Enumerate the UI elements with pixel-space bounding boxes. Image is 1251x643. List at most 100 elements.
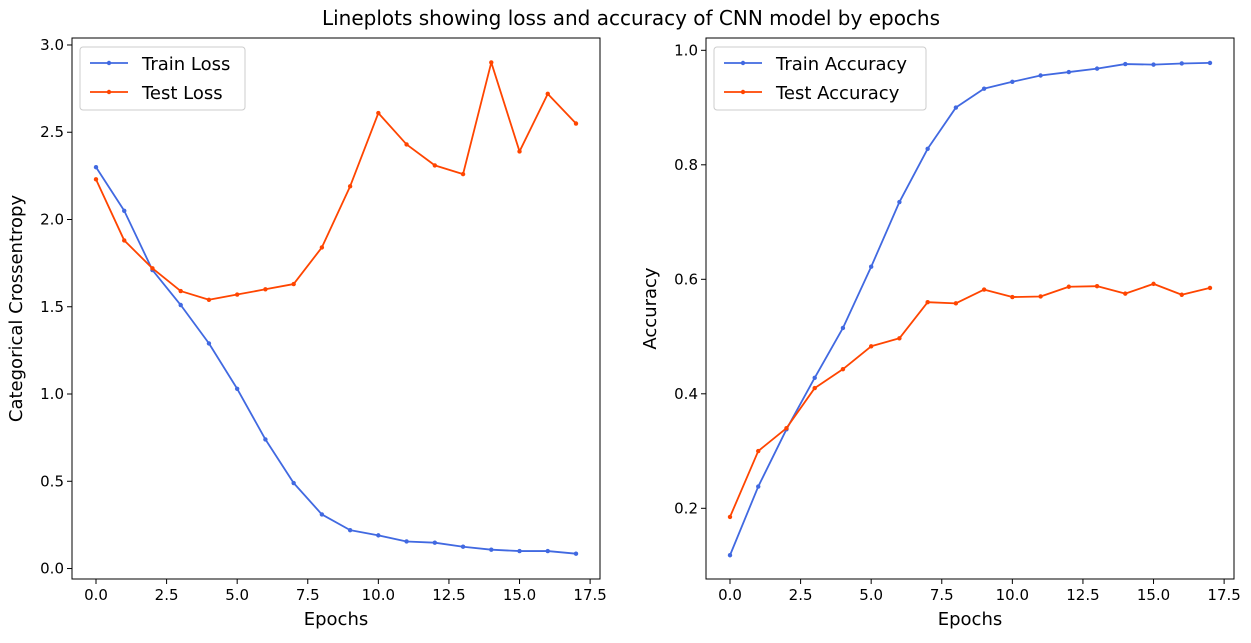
series-line-test-loss bbox=[95, 61, 577, 301]
data-point bbox=[1179, 292, 1184, 297]
y-tick-label: 0.5 bbox=[40, 472, 64, 490]
data-point bbox=[93, 164, 99, 170]
legend-box bbox=[713, 46, 927, 111]
data-point bbox=[319, 245, 325, 250]
data-point bbox=[897, 199, 902, 205]
y-tick-label: 1.0 bbox=[674, 41, 698, 59]
series-line-test-accuracy bbox=[729, 282, 1211, 518]
data-point bbox=[93, 177, 99, 182]
data-point bbox=[460, 171, 466, 177]
x-tick-label: 17.5 bbox=[1207, 586, 1240, 604]
x-tick-label: 12.5 bbox=[1066, 586, 1099, 604]
data-point bbox=[347, 184, 353, 189]
data-point bbox=[812, 385, 817, 391]
data-point bbox=[953, 301, 959, 306]
legend-label: Test Accuracy bbox=[775, 83, 900, 104]
data-point bbox=[545, 548, 550, 554]
data-point bbox=[1151, 62, 1156, 67]
x-axis-label: Epochs bbox=[938, 609, 1003, 630]
data-point bbox=[263, 437, 268, 442]
data-point bbox=[319, 512, 325, 517]
legend-marker bbox=[740, 60, 746, 66]
data-point bbox=[925, 300, 930, 305]
y-tick-label: 0.8 bbox=[674, 156, 698, 174]
data-point bbox=[432, 540, 438, 545]
data-point bbox=[404, 142, 409, 147]
data-point bbox=[206, 341, 212, 346]
data-point bbox=[727, 514, 733, 520]
y-tick-label: 0.0 bbox=[40, 560, 64, 578]
data-point bbox=[812, 375, 817, 380]
data-point bbox=[122, 208, 127, 213]
y-axis-label: Categorical Crossentropy bbox=[6, 195, 27, 423]
data-point bbox=[1010, 294, 1015, 300]
data-point bbox=[573, 551, 579, 556]
data-point bbox=[756, 448, 761, 454]
x-tick-label: 5.0 bbox=[859, 586, 883, 604]
data-point bbox=[1094, 283, 1100, 289]
data-point bbox=[784, 425, 789, 431]
data-point bbox=[840, 325, 846, 331]
y-tick-label: 1.5 bbox=[40, 298, 64, 316]
data-point bbox=[868, 264, 874, 269]
y-tick-label: 0.4 bbox=[674, 385, 698, 403]
y-tick-label: 0.2 bbox=[674, 499, 698, 517]
data-point bbox=[291, 281, 296, 287]
y-tick-label: 0.6 bbox=[674, 270, 698, 288]
data-point bbox=[347, 527, 353, 533]
x-tick-label: 2.5 bbox=[789, 586, 813, 604]
data-point bbox=[868, 344, 874, 349]
legend-marker bbox=[106, 89, 112, 95]
data-point bbox=[1207, 60, 1213, 66]
data-point bbox=[981, 86, 987, 91]
x-tick-label: 7.5 bbox=[930, 586, 954, 604]
data-point bbox=[1123, 61, 1128, 67]
data-point bbox=[376, 110, 381, 116]
legend-marker bbox=[106, 60, 112, 66]
x-tick-label: 0.0 bbox=[84, 586, 108, 604]
legend-marker bbox=[740, 89, 746, 95]
figure-title: Lineplots showing loss and accuracy of C… bbox=[322, 6, 940, 30]
data-point bbox=[150, 266, 155, 271]
data-point bbox=[545, 91, 550, 97]
data-point bbox=[573, 121, 579, 126]
data-point bbox=[727, 553, 733, 558]
data-point bbox=[1151, 281, 1156, 287]
x-tick-label: 2.5 bbox=[155, 586, 179, 604]
data-point bbox=[489, 547, 494, 552]
series-line-train-accuracy bbox=[729, 62, 1211, 556]
legend-label: Train Accuracy bbox=[775, 54, 907, 75]
data-point bbox=[263, 287, 268, 292]
x-tick-label: 15.0 bbox=[1137, 586, 1170, 604]
legend-label: Test Loss bbox=[141, 83, 223, 104]
x-axis-label: Epochs bbox=[304, 609, 369, 630]
y-tick-label: 2.0 bbox=[40, 210, 64, 228]
data-point bbox=[1010, 79, 1015, 85]
data-point bbox=[178, 288, 183, 294]
data-point bbox=[1066, 284, 1072, 289]
chart-0: 0.0 2.5 5.0 7.5 10.0 12.5 15.0 17.5 0.0 0.5 1.0 1.5… bbox=[6, 36, 607, 630]
x-tick-label: 0.0 bbox=[718, 586, 742, 604]
data-point bbox=[122, 238, 127, 243]
legend: Train Accuracy Test Accuracy bbox=[713, 46, 927, 111]
plot-frame bbox=[71, 37, 601, 580]
data-point bbox=[981, 287, 987, 292]
data-point bbox=[1179, 61, 1184, 66]
series-line-train-loss bbox=[95, 166, 577, 555]
legend: Train Loss Test Loss bbox=[79, 46, 246, 111]
data-point bbox=[234, 292, 240, 297]
data-point bbox=[517, 149, 522, 154]
data-point bbox=[376, 533, 381, 538]
y-axis-label: Accuracy bbox=[640, 267, 661, 350]
data-point bbox=[925, 146, 930, 151]
plot-frame bbox=[705, 37, 1235, 580]
x-tick-label: 7.5 bbox=[296, 586, 320, 604]
data-point bbox=[291, 480, 296, 486]
y-tick-label: 2.5 bbox=[40, 123, 64, 141]
data-point bbox=[1038, 73, 1043, 78]
y-tick-label: 3.0 bbox=[40, 36, 64, 54]
data-point bbox=[1038, 294, 1043, 299]
x-tick-label: 15.0 bbox=[503, 586, 536, 604]
